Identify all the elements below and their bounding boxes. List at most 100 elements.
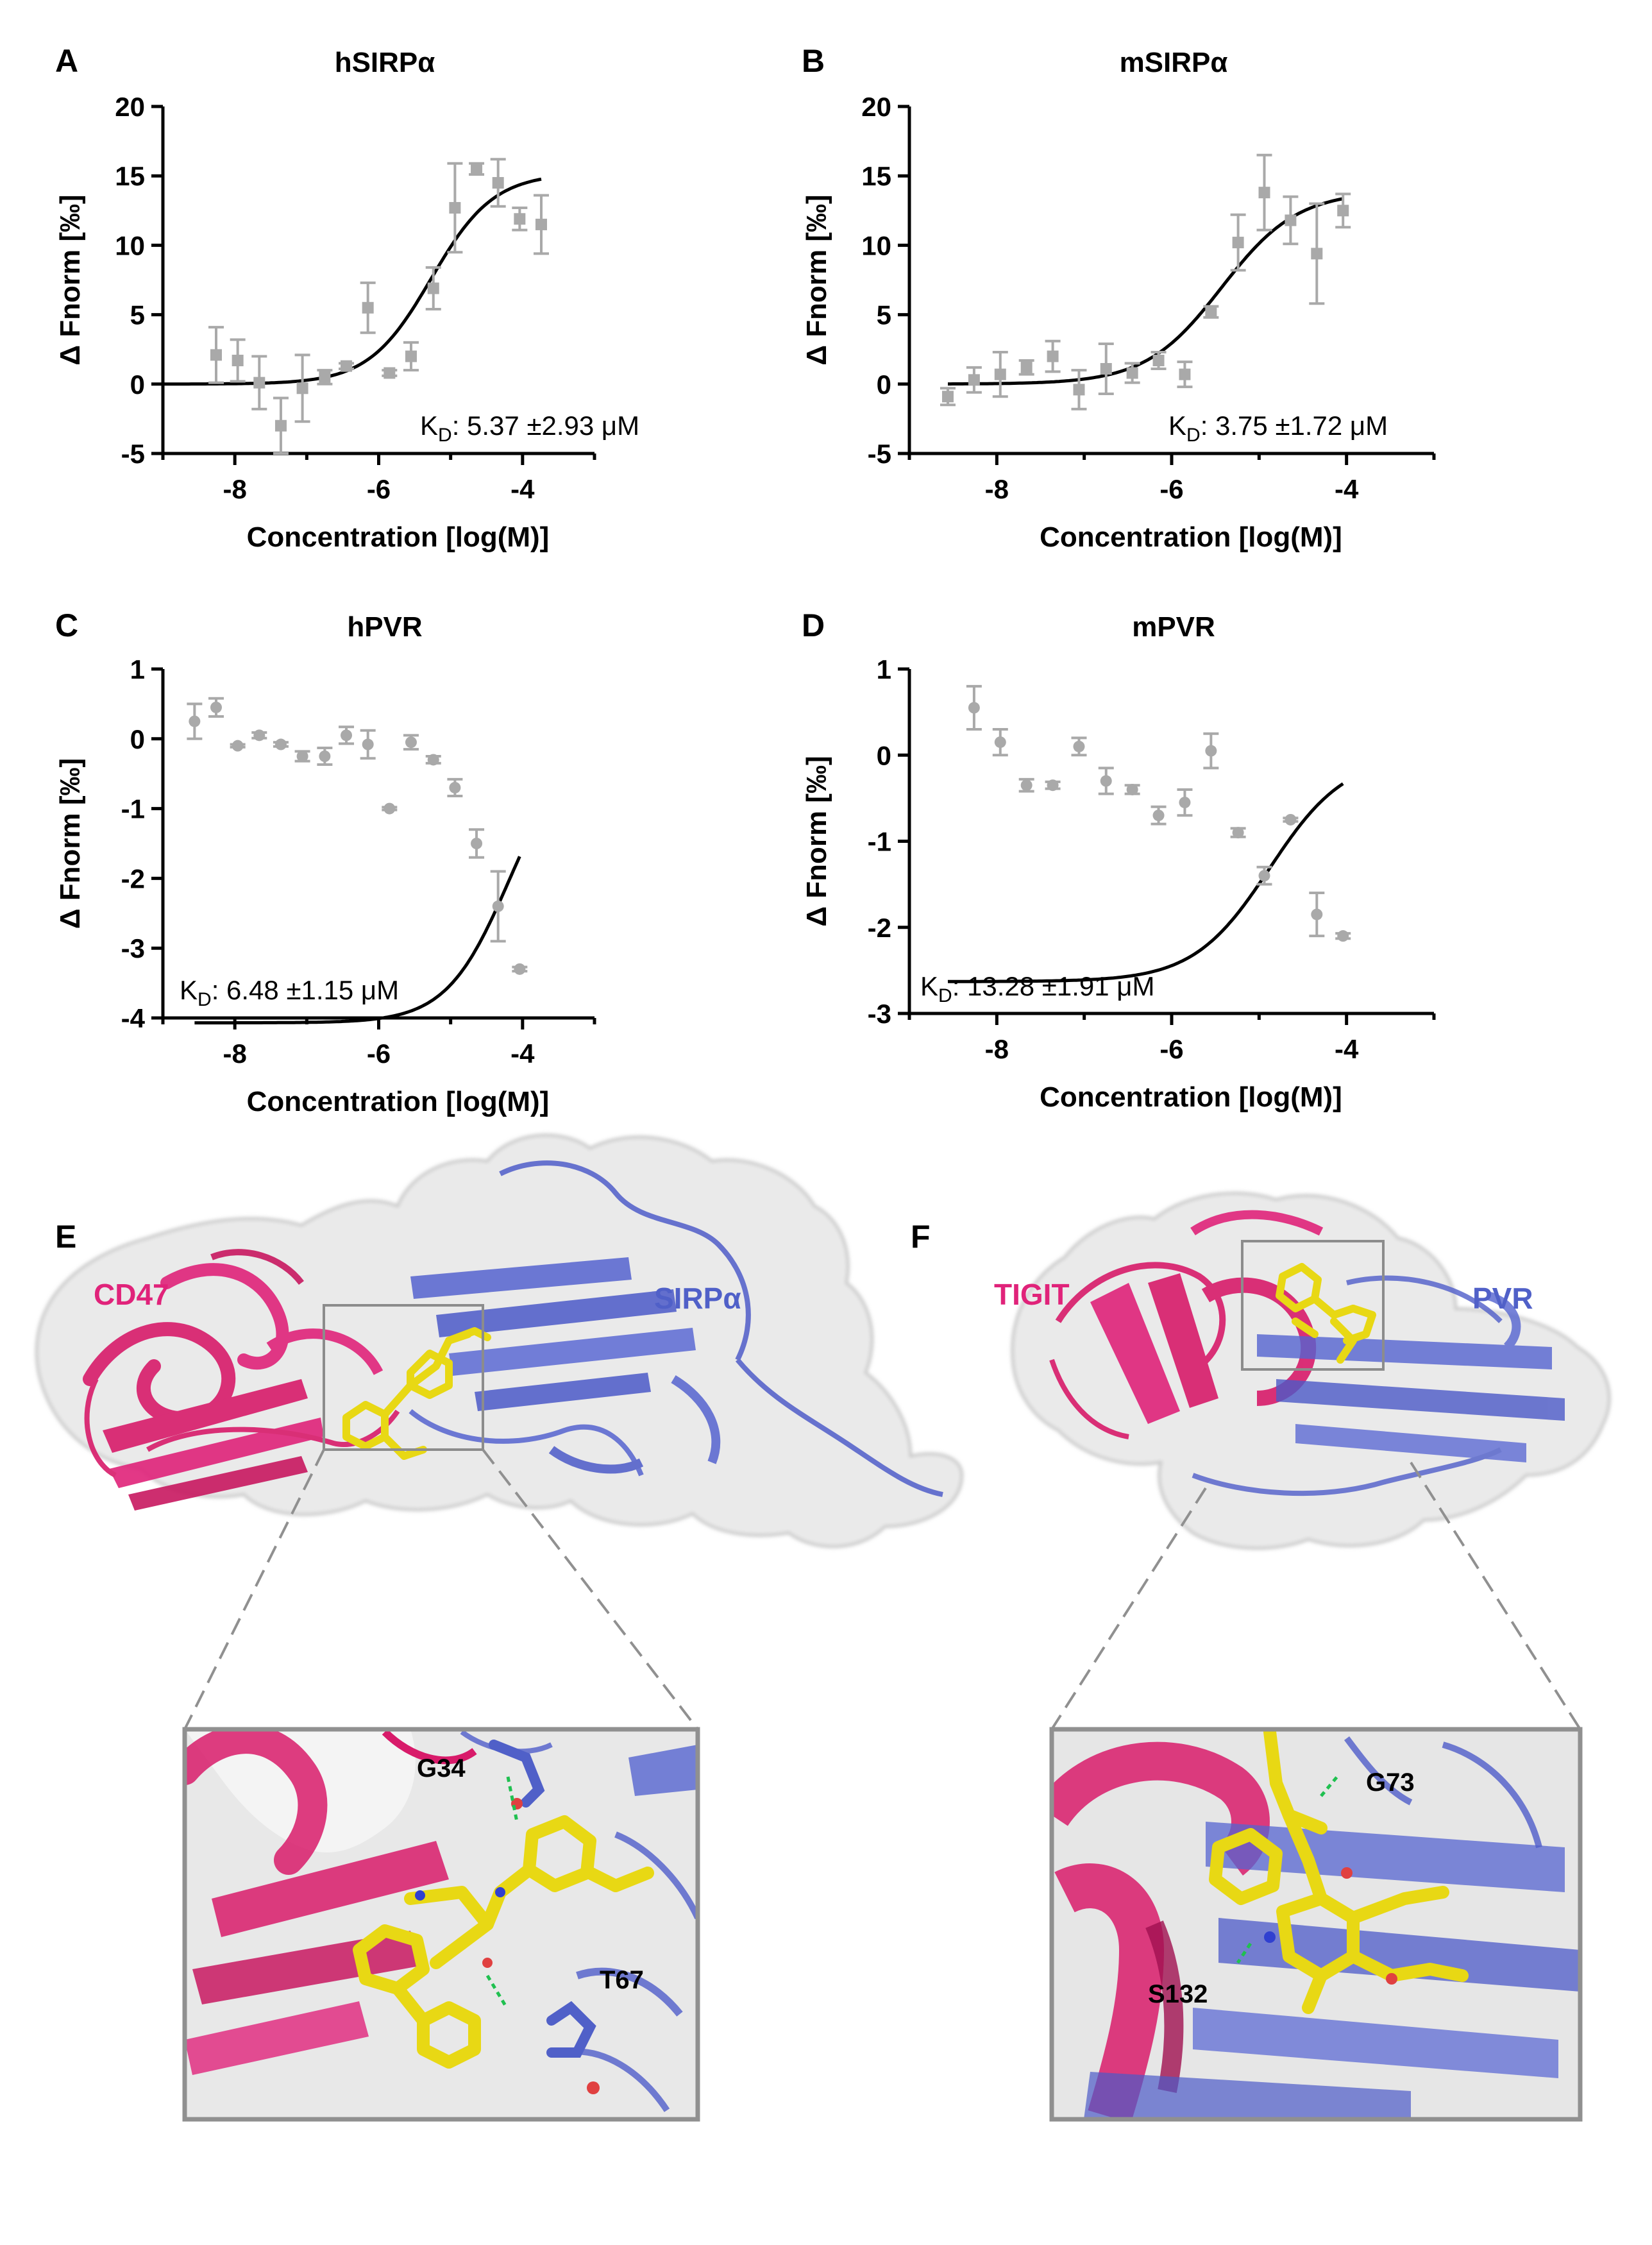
- data-point: [992, 351, 1008, 398]
- kd-symbol: K: [180, 975, 198, 1005]
- point-marker: [296, 750, 308, 762]
- zoom-line-e-left: [183, 1449, 325, 1730]
- point-marker: [1100, 362, 1112, 375]
- x-axis-label: Concentration [log(M)]: [1040, 521, 1342, 553]
- data-point: [1177, 360, 1193, 389]
- fit-curve: [194, 856, 521, 1025]
- data-point: [294, 353, 310, 423]
- point-marker: [1152, 809, 1165, 822]
- point-marker: [341, 360, 353, 372]
- kd-value: : 6.48 ±1.15 μM: [212, 975, 399, 1005]
- y-tick-label: -2: [868, 913, 891, 943]
- ligand-e: [342, 1327, 491, 1460]
- point-marker: [319, 750, 331, 762]
- point-marker: [1285, 214, 1297, 226]
- point-marker: [1126, 783, 1138, 795]
- kd-symbol: K: [920, 971, 938, 1001]
- x-tick-label: -6: [1159, 474, 1183, 504]
- data-point: [403, 341, 419, 372]
- label-tigit: TIGIT: [994, 1278, 1070, 1311]
- point-marker: [1047, 779, 1059, 792]
- zoom-box-f: [1241, 1240, 1385, 1371]
- point-marker: [274, 738, 287, 750]
- y-tick-label: -4: [121, 1003, 146, 1033]
- y-tick-label: 5: [877, 300, 891, 330]
- data-point: [940, 387, 956, 407]
- plot-title: hPVR: [347, 611, 422, 643]
- data-point: [1124, 362, 1140, 384]
- kd-value: : 3.75 ±1.72 μM: [1201, 411, 1388, 441]
- point-marker: [1311, 248, 1323, 260]
- data-point: [966, 684, 982, 731]
- data-point: [187, 702, 203, 740]
- data-point: [533, 194, 549, 255]
- data-point: [251, 355, 267, 411]
- y-tick-label: 0: [877, 740, 891, 770]
- x-tick-label: -6: [367, 474, 391, 504]
- data-point: [1098, 767, 1114, 795]
- data-point: [490, 870, 506, 943]
- y-tick-label: 0: [130, 724, 145, 754]
- kd-annotation: KD: 13.28 ±1.91 μM: [920, 971, 1154, 1006]
- point-marker: [1179, 368, 1191, 380]
- x-tick-label: -4: [1335, 474, 1359, 504]
- data-point: [512, 206, 528, 232]
- plot-title: hSIRPα: [335, 47, 435, 78]
- data-point: [1309, 202, 1325, 305]
- point-marker: [968, 374, 980, 386]
- data-point: [992, 727, 1008, 757]
- x-tick-label: -4: [1335, 1034, 1359, 1064]
- data-point: [512, 963, 528, 975]
- y-tick-label: 10: [861, 230, 891, 260]
- data-point: [382, 802, 398, 815]
- zoom-box-e: [323, 1304, 484, 1451]
- data-point: [273, 738, 289, 750]
- fit-curve: [947, 782, 1344, 983]
- y-tick-label: -5: [121, 439, 145, 469]
- panel-letter: B: [802, 43, 825, 79]
- point-marker: [1100, 775, 1112, 787]
- panel-letter: C: [55, 607, 78, 643]
- data-point: [382, 367, 398, 379]
- data-point: [1124, 783, 1140, 795]
- residue-t67: T67: [600, 1966, 644, 1994]
- y-tick-label: 15: [115, 161, 145, 191]
- structure-panel-e: E: [35, 1133, 964, 2122]
- data-point: [1098, 343, 1114, 395]
- data-point: [447, 162, 463, 254]
- point-marker: [968, 702, 980, 714]
- point-marker: [341, 729, 353, 741]
- fit-curve: [948, 197, 1344, 386]
- point-marker: [384, 802, 396, 815]
- kd-subscript: D: [438, 425, 452, 446]
- point-marker: [994, 368, 1006, 380]
- x-axis-label: Concentration [log(M)]: [247, 521, 550, 553]
- data-point: [447, 777, 463, 798]
- pvr-ribbon: [1192, 1275, 1565, 1496]
- point-marker: [319, 371, 331, 383]
- y-tick-label: 5: [130, 300, 145, 330]
- kd-subscript: D: [198, 989, 212, 1010]
- x-tick-label: -8: [223, 1038, 246, 1069]
- data-point: [230, 740, 246, 752]
- data-point: [339, 360, 355, 372]
- data-point: [490, 158, 506, 208]
- data-point: [1335, 930, 1351, 942]
- y-axis-label: Δ Fnorm [‰]: [55, 194, 86, 365]
- data-point: [1283, 195, 1299, 246]
- x-tick-label: -6: [367, 1038, 391, 1069]
- y-tick-label: 0: [877, 369, 891, 400]
- point-marker: [1337, 930, 1349, 942]
- data-point: [1203, 732, 1219, 770]
- x-tick-label: -8: [985, 474, 1009, 504]
- x-tick-label: -4: [510, 474, 535, 504]
- data-point: [1045, 779, 1061, 792]
- y-tick-label: -2: [121, 863, 145, 894]
- point-marker: [362, 738, 374, 750]
- point-marker: [1126, 367, 1138, 379]
- data-point: [1309, 892, 1325, 938]
- x-axis-label: Concentration [log(M)]: [1040, 1081, 1342, 1113]
- data-point: [1071, 736, 1087, 757]
- data-point: [1283, 813, 1299, 826]
